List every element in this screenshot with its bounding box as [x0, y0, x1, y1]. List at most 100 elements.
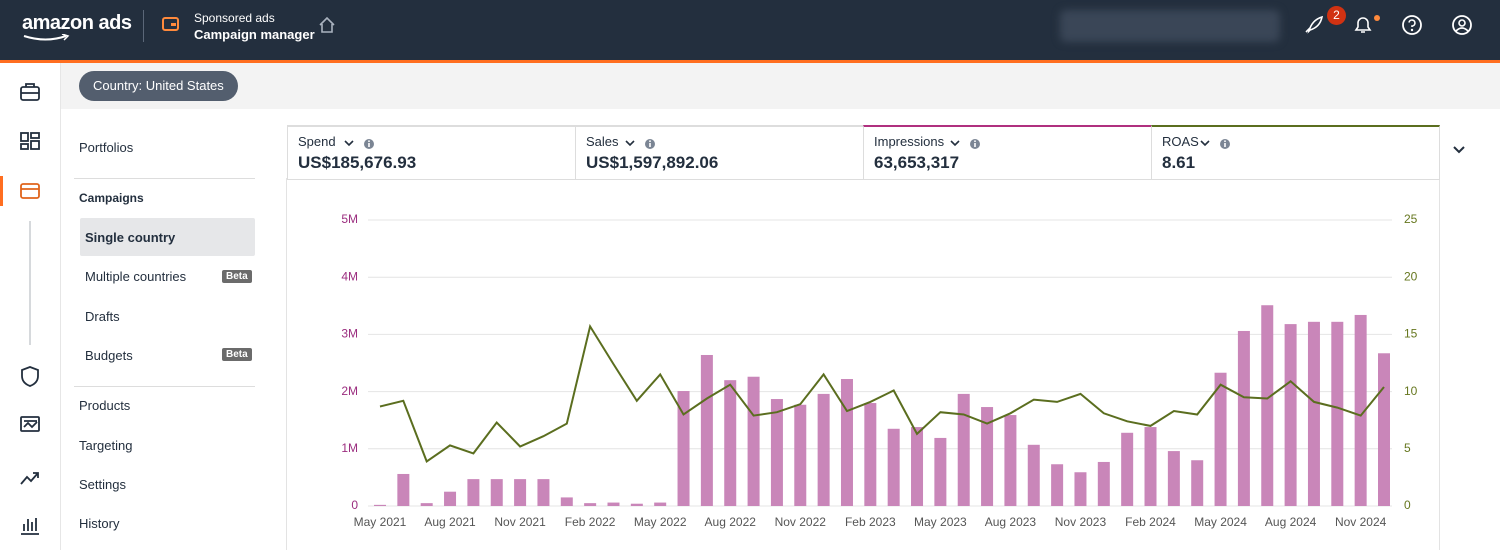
bar: [817, 393, 830, 506]
nav-item[interactable]: Targeting: [79, 438, 133, 453]
x-tick-label: Nov 2022: [775, 515, 827, 529]
metric-icons: [950, 139, 980, 149]
x-tick-label: May 2023: [914, 515, 967, 529]
y2-tick-label: 25: [1404, 212, 1418, 226]
bar: [490, 479, 503, 506]
bar: [1027, 444, 1040, 506]
expand-button[interactable]: [1451, 144, 1467, 156]
bar: [1261, 305, 1274, 506]
bar: [444, 491, 457, 506]
metric-card[interactable]: Spend US$185,676.93: [287, 125, 576, 180]
page-name: Campaign manager: [194, 27, 315, 42]
bar: [1214, 372, 1227, 506]
nav-item[interactable]: Single country: [85, 230, 176, 245]
filter-strip: [61, 63, 1500, 109]
logo[interactable]: amazon ads: [22, 12, 132, 34]
bar: [467, 479, 480, 506]
rail-icons: [0, 83, 40, 535]
bar: [840, 379, 853, 506]
beta-badge: Beta: [222, 348, 252, 361]
divider: [74, 386, 255, 387]
nav-heading: Campaigns: [79, 191, 144, 205]
bell-icon[interactable]: [1352, 14, 1382, 36]
x-tick-label: Nov 2021: [494, 515, 546, 529]
line: [379, 323, 1385, 463]
y-tick-label: 4M: [341, 269, 358, 283]
bar: [1097, 461, 1110, 506]
selected-bg: [80, 218, 255, 256]
bar: [584, 503, 597, 506]
notification-badge: 2: [1327, 6, 1346, 25]
metric-label[interactable]: Impressions: [874, 134, 945, 149]
metric-label[interactable]: Sales: [586, 134, 619, 149]
bar: [1074, 472, 1087, 506]
metric-label[interactable]: Spend: [298, 134, 336, 149]
bar: [747, 376, 760, 506]
divider: [143, 10, 144, 42]
x-tick-label: May 2024: [1194, 515, 1247, 529]
profile-icon[interactable]: [1451, 14, 1473, 36]
bar: [864, 403, 877, 506]
bar: [374, 504, 386, 506]
top-bar: amazon ads Sponsored ads Campaign manage…: [0, 0, 1500, 63]
x-tick-label: May 2022: [634, 515, 687, 529]
metric-icons: [625, 139, 655, 149]
y-tick-label: 1M: [341, 441, 358, 455]
metric-card[interactable]: Impressions 63,653,317: [863, 125, 1152, 180]
bar: [934, 437, 947, 506]
bar: [1354, 314, 1367, 506]
x-tick-label: Feb 2023: [845, 515, 896, 529]
icon-rail: [0, 63, 61, 550]
bar: [770, 399, 783, 506]
chart-frame: [286, 178, 1440, 550]
launch-icon[interactable]: [1302, 14, 1326, 36]
bar: [794, 404, 807, 506]
metric-card[interactable]: Sales US$1,597,892.06: [575, 125, 864, 180]
bar: [1237, 330, 1250, 506]
bar: [1167, 451, 1180, 506]
home-icon[interactable]: [318, 16, 336, 34]
nav-item[interactable]: Settings: [79, 477, 126, 492]
bar: [677, 391, 690, 506]
bar: [397, 473, 410, 506]
metric-value: 8.61: [1162, 153, 1196, 172]
metric-label[interactable]: ROAS: [1162, 134, 1199, 149]
nav-item[interactable]: History: [79, 516, 120, 531]
bar: [537, 479, 550, 506]
bar: [1004, 415, 1017, 506]
nav-item[interactable]: Drafts: [85, 309, 120, 324]
y-tick-label: 2M: [341, 384, 358, 398]
nav-item[interactable]: Budgets: [85, 348, 133, 363]
nav-item[interactable]: Products: [79, 398, 131, 413]
bar: [957, 393, 970, 506]
help-icon[interactable]: [1401, 14, 1423, 36]
country-button[interactable]: Country: United States: [79, 71, 238, 101]
bar: [1144, 427, 1157, 506]
product-name: Sponsored ads: [194, 11, 275, 25]
y2-tick-label: 10: [1404, 384, 1418, 398]
x-tick-label: Aug 2024: [1265, 515, 1317, 529]
nav-item[interactable]: Multiple countries: [85, 269, 187, 284]
x-tick-label: May 2021: [354, 515, 407, 529]
bar: [1051, 464, 1064, 506]
y2-tick-label: 20: [1404, 269, 1418, 283]
chart: 0 1M 2M 3M 4M 5M 0 5 10 15 20 25 May 2021 Aug 2021 Nov…: [341, 212, 1418, 529]
metric-icons: [344, 139, 374, 149]
metric-value: US$1,597,892.06: [586, 153, 719, 172]
bar: [887, 428, 900, 506]
bar: [654, 502, 667, 506]
metric-card[interactable]: ROAS 8.61: [1151, 125, 1440, 180]
account-switcher[interactable]: [1060, 10, 1280, 42]
nav-item[interactable]: Portfolios: [79, 140, 134, 155]
x-tick-label: Nov 2024: [1335, 515, 1387, 529]
beta-badge: Beta: [222, 270, 252, 283]
x-tick-label: Feb 2022: [565, 515, 616, 529]
bar: [1284, 324, 1297, 506]
y-tick-label: 5M: [341, 212, 358, 226]
y2-tick-label: 0: [1404, 498, 1411, 512]
bar: [514, 479, 527, 506]
bar: [1307, 321, 1320, 506]
bar: [420, 503, 433, 506]
bar: [607, 502, 620, 506]
